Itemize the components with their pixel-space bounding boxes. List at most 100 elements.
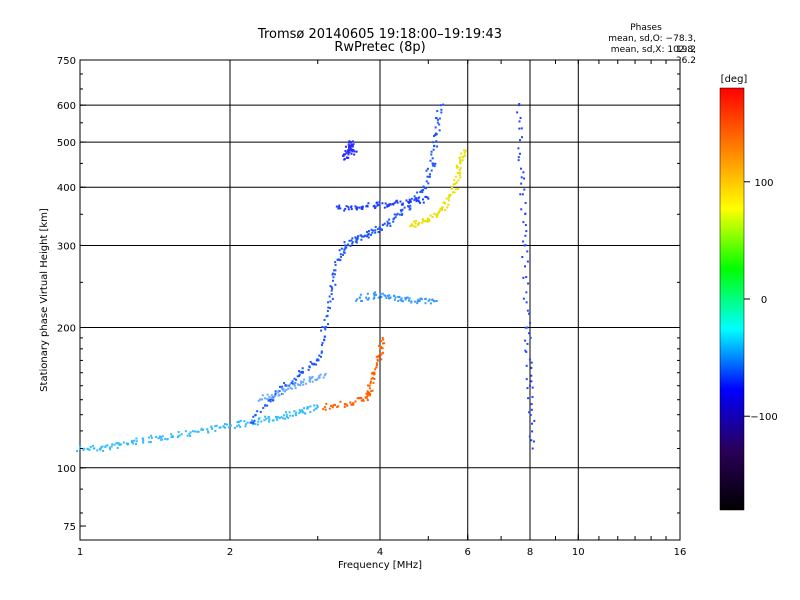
data-point — [367, 297, 370, 300]
data-point — [91, 444, 94, 447]
data-point — [89, 445, 92, 448]
data-point — [142, 439, 145, 442]
data-point — [367, 230, 370, 233]
data-point — [119, 443, 122, 446]
data-point — [383, 222, 386, 225]
data-point — [309, 411, 312, 414]
data-point — [376, 228, 379, 231]
data-point — [420, 189, 423, 192]
data-point — [393, 294, 396, 297]
data-point — [379, 345, 382, 348]
data-point — [417, 298, 420, 301]
data-point — [459, 156, 462, 159]
data-point — [274, 415, 277, 418]
data-point — [525, 230, 528, 233]
data-point — [522, 297, 525, 300]
data-point — [386, 204, 389, 207]
data-point — [438, 211, 441, 214]
data-point — [347, 143, 350, 146]
data-point — [102, 449, 105, 452]
data-point — [374, 368, 377, 371]
data-point — [287, 416, 290, 419]
data-point — [268, 420, 271, 423]
data-point — [337, 206, 340, 209]
data-point — [347, 206, 350, 209]
data-point — [339, 255, 342, 258]
data-point — [334, 261, 337, 264]
data-point — [426, 217, 429, 220]
data-point — [362, 398, 365, 401]
data-point — [522, 221, 525, 224]
data-point — [157, 437, 160, 440]
data-point — [453, 191, 456, 194]
data-point — [356, 397, 359, 400]
data-point — [419, 297, 422, 300]
data-point — [524, 234, 527, 237]
data-point — [440, 207, 443, 210]
data-point — [318, 354, 321, 357]
data-point — [135, 440, 138, 443]
data-point — [416, 300, 419, 303]
data-point — [350, 143, 353, 146]
data-point — [431, 157, 434, 160]
data-point — [531, 386, 534, 389]
data-point — [304, 382, 307, 385]
data-point — [425, 180, 428, 183]
data-point — [257, 399, 260, 402]
data-point — [366, 292, 369, 295]
data-point — [438, 129, 441, 132]
data-point — [244, 425, 247, 428]
data-point — [79, 445, 82, 448]
data-point — [279, 385, 282, 388]
data-point — [389, 203, 392, 206]
data-point — [316, 378, 319, 381]
data-point — [379, 293, 382, 296]
data-point — [321, 341, 324, 344]
data-point — [521, 136, 524, 139]
data-point — [354, 205, 357, 208]
data-point — [343, 405, 346, 408]
data-point — [417, 224, 420, 227]
data-point — [523, 177, 526, 180]
data-point — [374, 229, 377, 232]
data-point — [408, 198, 411, 201]
data-point — [436, 121, 439, 124]
data-point — [277, 416, 280, 419]
data-point — [343, 244, 346, 247]
data-point — [329, 300, 332, 303]
data-point — [365, 392, 368, 395]
data-point — [446, 206, 449, 209]
data-point — [460, 152, 463, 155]
data-point — [306, 407, 309, 410]
data-point — [299, 410, 302, 413]
data-point — [333, 273, 336, 276]
data-point — [343, 157, 346, 160]
data-point — [418, 299, 421, 302]
data-point — [436, 118, 439, 121]
data-point — [456, 188, 459, 191]
data-point — [282, 417, 285, 420]
data-point — [355, 150, 358, 153]
data-point — [429, 159, 432, 162]
data-point — [278, 417, 281, 420]
data-point — [337, 258, 340, 261]
data-point — [435, 216, 438, 219]
x-tick-label: 1 — [77, 547, 83, 558]
data-point — [411, 224, 414, 227]
data-point — [149, 440, 152, 443]
data-point — [261, 394, 264, 397]
data-point — [360, 206, 363, 209]
data-point — [214, 425, 217, 428]
data-point — [307, 368, 310, 371]
data-point — [408, 299, 411, 302]
data-point — [432, 148, 435, 151]
data-point — [351, 145, 354, 148]
data-point — [92, 447, 95, 450]
colorbar — [719, 87, 745, 511]
data-point — [526, 326, 529, 329]
y-tick-label: 75 — [63, 522, 76, 533]
data-point — [350, 149, 353, 152]
data-point — [375, 363, 378, 366]
data-point — [347, 156, 350, 159]
data-point — [421, 191, 424, 194]
